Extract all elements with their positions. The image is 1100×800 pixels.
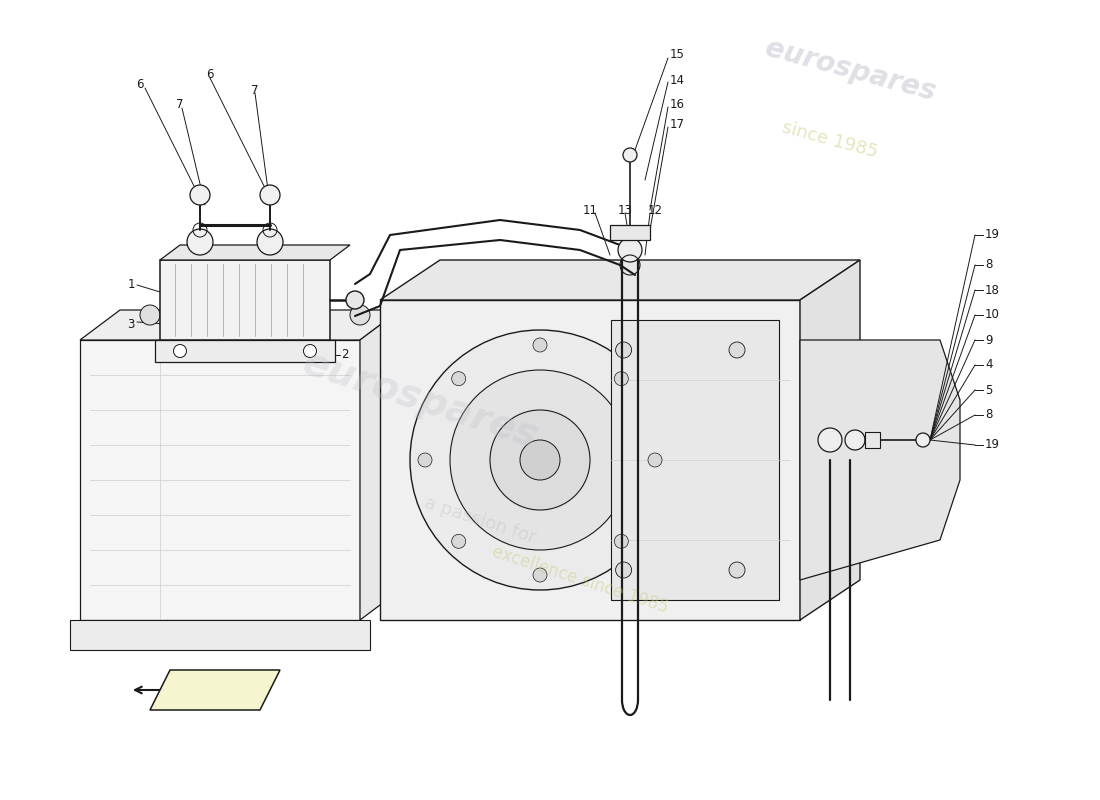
Circle shape <box>818 428 842 452</box>
Text: 19: 19 <box>984 229 1000 242</box>
Circle shape <box>520 440 560 480</box>
Circle shape <box>845 430 865 450</box>
Text: 7: 7 <box>176 98 184 111</box>
Circle shape <box>450 370 630 550</box>
Circle shape <box>257 229 283 255</box>
Polygon shape <box>800 340 960 580</box>
Circle shape <box>916 433 930 447</box>
Polygon shape <box>80 310 400 340</box>
Polygon shape <box>379 260 860 300</box>
Text: 4: 4 <box>984 358 992 371</box>
Circle shape <box>616 342 631 358</box>
Polygon shape <box>160 245 350 260</box>
Circle shape <box>452 534 465 548</box>
Text: 17: 17 <box>670 118 685 131</box>
Circle shape <box>346 291 364 309</box>
Circle shape <box>140 305 159 325</box>
Text: 12: 12 <box>648 203 662 217</box>
Polygon shape <box>800 260 860 620</box>
Bar <box>610 320 779 600</box>
Text: eurospares: eurospares <box>761 34 938 106</box>
Circle shape <box>534 568 547 582</box>
Text: eurospares: eurospares <box>297 344 542 456</box>
Text: 10: 10 <box>984 309 1000 322</box>
Circle shape <box>260 185 280 205</box>
Circle shape <box>729 342 745 358</box>
Circle shape <box>452 372 465 386</box>
Polygon shape <box>150 670 280 710</box>
Polygon shape <box>80 340 360 620</box>
Text: 16: 16 <box>670 98 685 111</box>
Text: 7: 7 <box>251 83 258 97</box>
Text: since 1985: since 1985 <box>780 118 880 162</box>
Polygon shape <box>360 310 400 620</box>
Circle shape <box>174 345 187 358</box>
Circle shape <box>418 453 432 467</box>
Bar <box>155 340 336 362</box>
Polygon shape <box>379 300 800 620</box>
Text: 6: 6 <box>207 69 213 82</box>
Text: 5: 5 <box>984 383 992 397</box>
Circle shape <box>190 185 210 205</box>
Text: excellence since 1985: excellence since 1985 <box>490 543 670 617</box>
Circle shape <box>616 562 631 578</box>
Text: 8: 8 <box>984 258 992 271</box>
Circle shape <box>187 229 213 255</box>
Circle shape <box>534 338 547 352</box>
Text: 6: 6 <box>136 78 144 91</box>
Circle shape <box>280 305 300 325</box>
Text: 1: 1 <box>128 278 135 291</box>
Text: 9: 9 <box>984 334 992 346</box>
Text: 8: 8 <box>984 409 992 422</box>
Bar <box>160 260 330 340</box>
Circle shape <box>410 330 670 590</box>
Circle shape <box>490 410 590 510</box>
Circle shape <box>623 148 637 162</box>
Text: 18: 18 <box>984 283 1000 297</box>
Text: 19: 19 <box>984 438 1000 451</box>
Bar <box>610 225 650 240</box>
Text: 11: 11 <box>583 203 597 217</box>
Bar <box>70 620 370 650</box>
Circle shape <box>350 305 370 325</box>
Text: 2: 2 <box>341 349 349 362</box>
Circle shape <box>618 238 642 262</box>
Text: 15: 15 <box>670 49 685 62</box>
Circle shape <box>648 453 662 467</box>
Bar <box>865 432 880 448</box>
Circle shape <box>729 562 745 578</box>
Circle shape <box>210 305 230 325</box>
Text: 14: 14 <box>670 74 685 86</box>
Text: 3: 3 <box>128 318 135 331</box>
Circle shape <box>614 534 628 548</box>
Text: 13: 13 <box>617 203 632 217</box>
Circle shape <box>304 345 317 358</box>
Text: a passion for: a passion for <box>422 494 538 546</box>
Circle shape <box>614 372 628 386</box>
